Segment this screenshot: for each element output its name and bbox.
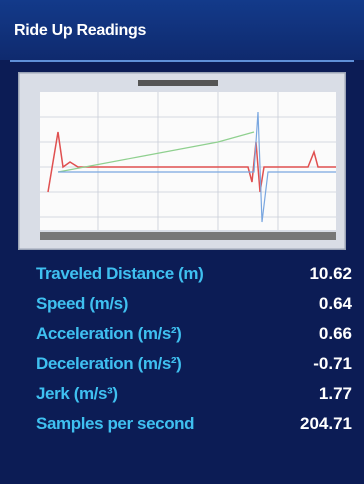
reading-value: 1.77 (319, 384, 352, 404)
reading-value: -0.71 (313, 354, 352, 374)
reading-row: Samples per second 204.71 (0, 408, 364, 438)
divider (10, 60, 354, 62)
chart-thumbnail (18, 72, 346, 250)
readings: Traveled Distance (m) 10.62 Speed (m/s) 0.6… (0, 258, 364, 438)
reading-value: 0.66 (319, 324, 352, 344)
reading-value: 10.62 (309, 264, 352, 284)
reading-row: Jerk (m/s³) 1.77 (0, 378, 364, 408)
reading-row: Speed (m/s) 0.64 (0, 288, 364, 318)
reading-label: Traveled Distance (m) (36, 264, 203, 284)
reading-value: 0.64 (319, 294, 352, 314)
reading-row: Traveled Distance (m) 10.62 (0, 258, 364, 288)
reading-label: Speed (m/s) (36, 294, 128, 314)
reading-row: Acceleration (m/s²) 0.66 (0, 318, 364, 348)
reading-label: Deceleration (m/s²) (36, 354, 181, 374)
screen: Ride Up Readings Traveled Distance (m) 10… (0, 0, 364, 484)
reading-label: Acceleration (m/s²) (36, 324, 181, 344)
header-title: Ride Up Readings (14, 22, 146, 40)
reading-label: Jerk (m/s³) (36, 384, 118, 404)
reading-value: 204.71 (300, 414, 352, 434)
reading-row: Deceleration (m/s²) -0.71 (0, 348, 364, 378)
reading-label: Samples per second (36, 414, 194, 434)
